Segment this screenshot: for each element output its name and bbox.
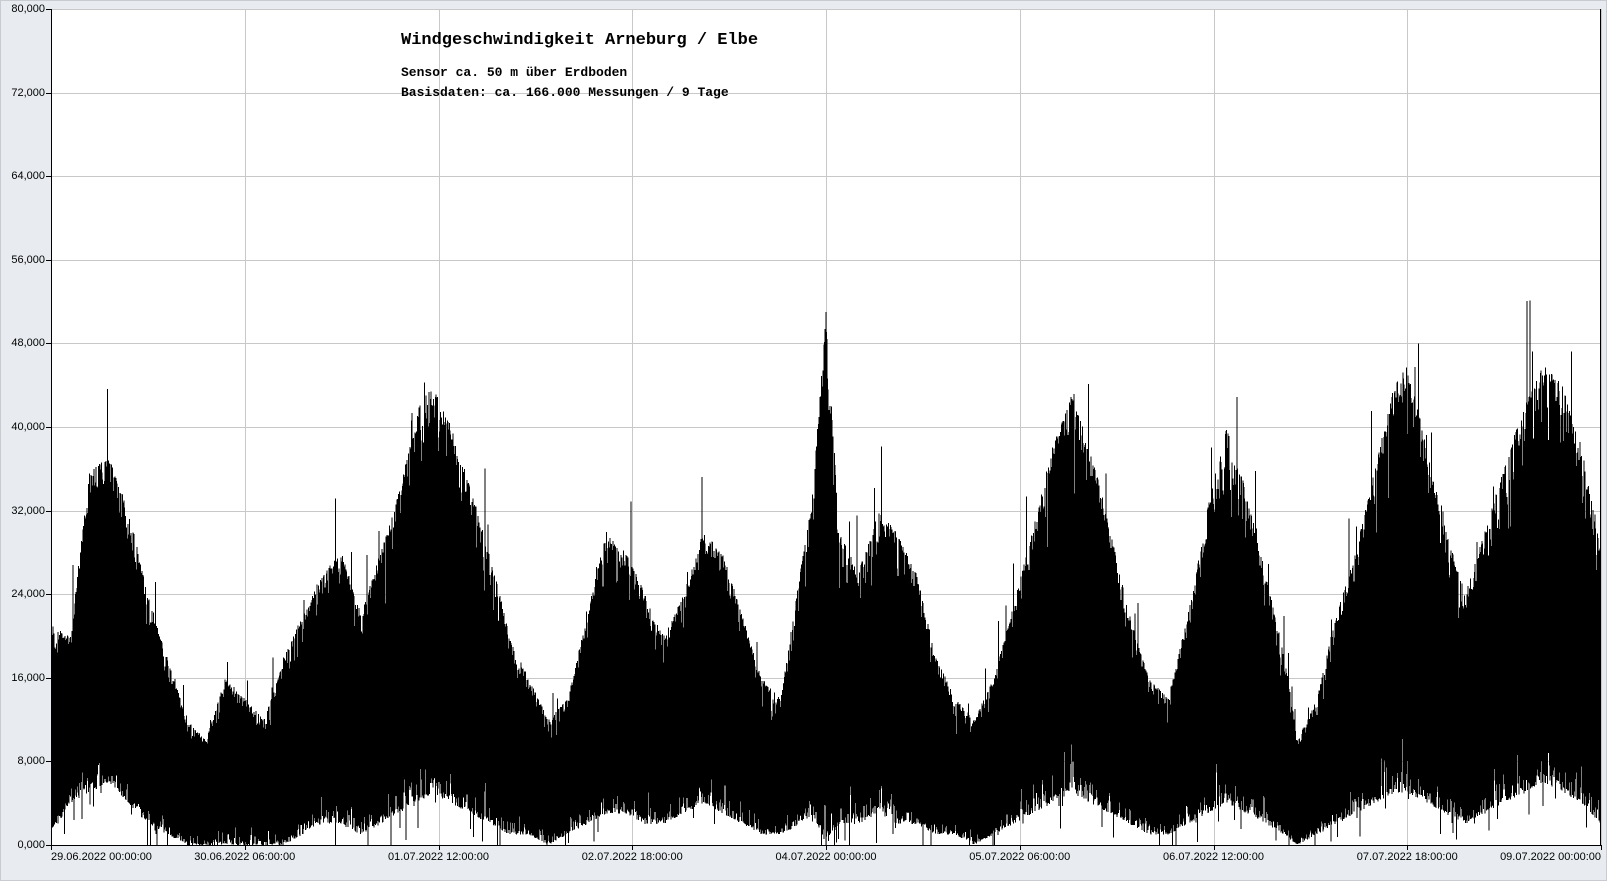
y-tick-label: 0,000 [17,839,45,851]
y-tick-label: 8,000 [17,755,45,767]
x-tick-label: 01.07.2022 12:00:00 [388,851,489,863]
gridline-vertical [1601,9,1602,845]
x-tick-label: 02.07.2022 18:00:00 [582,851,683,863]
y-tick-label: 24,000 [11,588,45,600]
y-tick-label: 48,000 [11,337,45,349]
x-tick-label: 06.07.2022 12:00:00 [1163,851,1264,863]
y-tick-label: 16,000 [11,672,45,684]
plot-area: 0,0008,00016,00024,00032,00040,00048,000… [51,9,1601,845]
x-tick-label: 30.06.2022 06:00:00 [194,851,295,863]
y-tick-label: 56,000 [11,254,45,266]
wind-speed-series [51,9,1601,845]
y-tick-label: 72,000 [11,87,45,99]
x-tick-label: 04.07.2022 00:00:00 [776,851,877,863]
y-tick-label: 40,000 [11,421,45,433]
y-tick-label: 32,000 [11,505,45,517]
x-tick-label: 05.07.2022 06:00:00 [969,851,1070,863]
x-tick-label: 07.07.2022 18:00:00 [1357,851,1458,863]
y-tick-label: 80,000 [11,3,45,15]
x-tick-label: 29.06.2022 00:00:00 [51,851,152,863]
chart-frame: 0,000 8,000 16,000 24,000 32,000 40,000 48,000… [0,0,1607,881]
x-tick-label: 09.07.2022 00:00:00 [1500,851,1601,863]
y-tick-label: 64,000 [11,170,45,182]
